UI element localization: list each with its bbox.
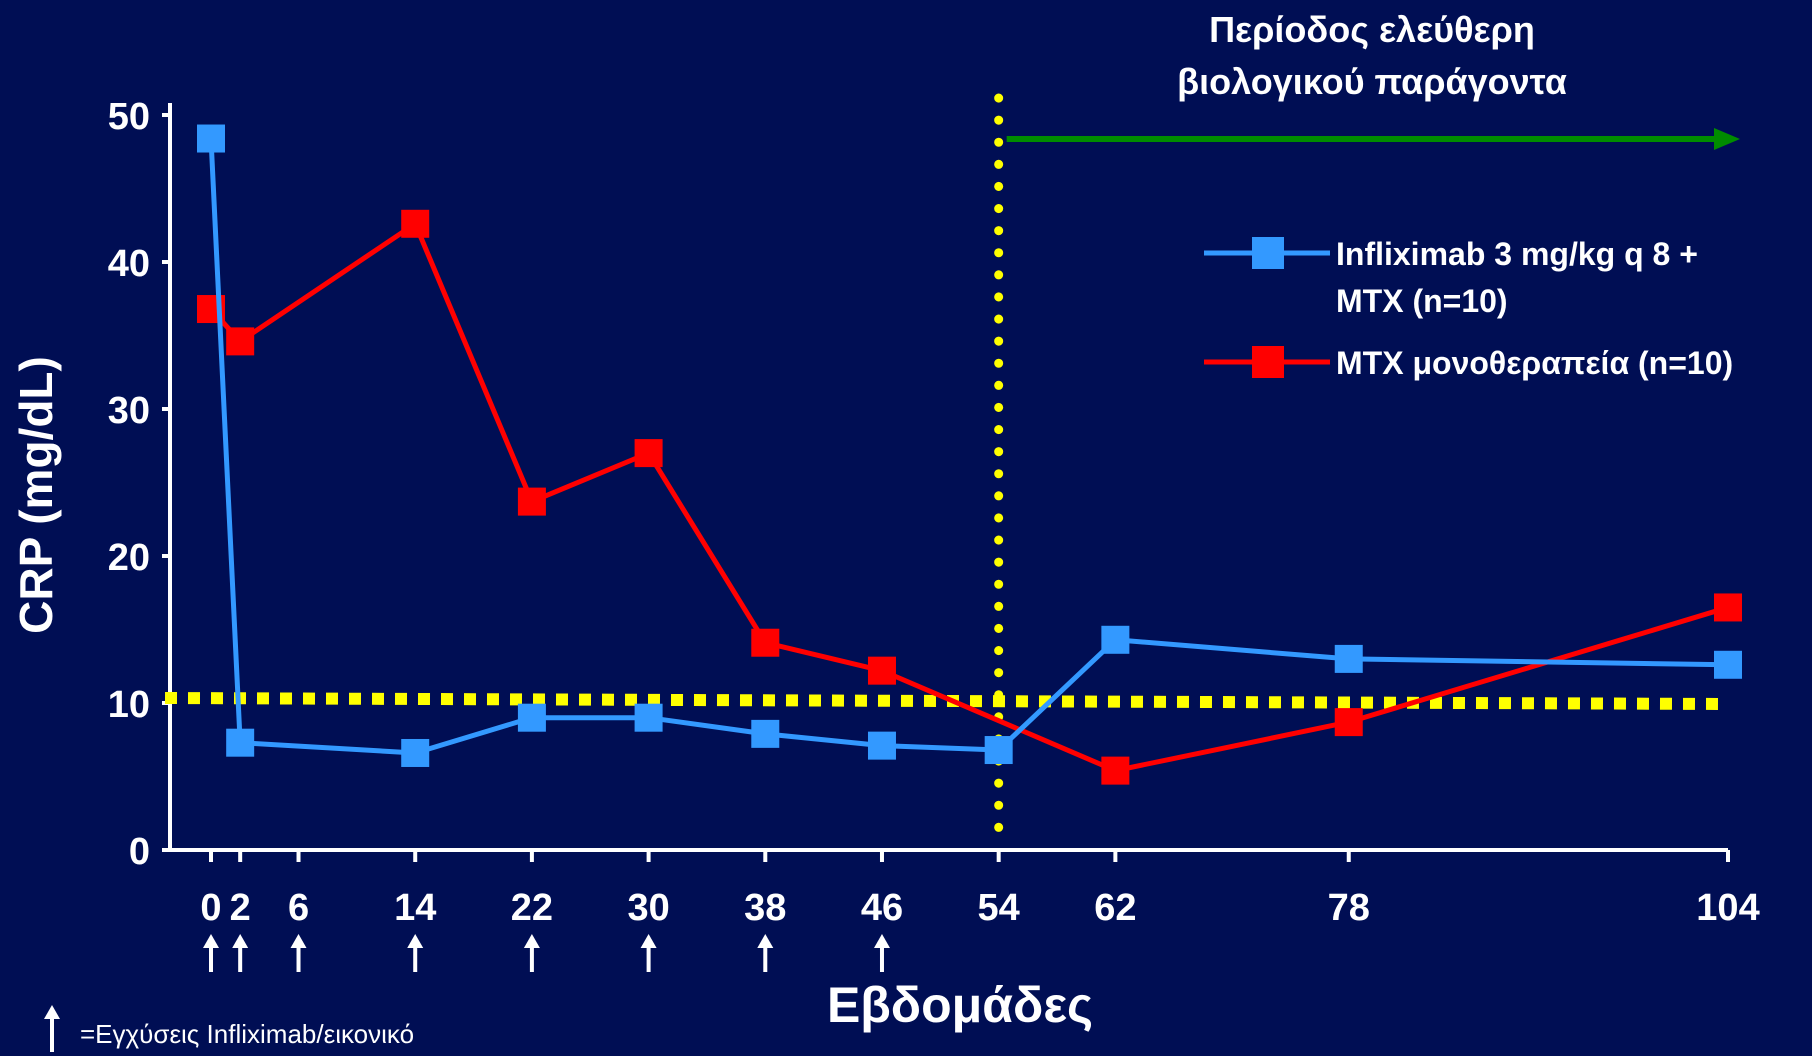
infusion-arrow-head <box>407 934 424 948</box>
data-point <box>867 656 896 685</box>
y-axis-label: CRP (mg/dL) <box>10 356 62 634</box>
data-point <box>1101 756 1130 785</box>
legend-label-line2: MTX (n=10) <box>1336 283 1508 319</box>
legend-label: MTX μονοθεραπεία (n=10) <box>1336 345 1733 381</box>
infusion-arrow-head <box>290 934 307 948</box>
data-point <box>1101 625 1130 654</box>
infusion-legend-arrow-head <box>44 1005 60 1019</box>
x-tick-label: 54 <box>978 887 1020 929</box>
x-tick-label: 62 <box>1094 887 1136 929</box>
infusion-arrow-head <box>523 934 540 948</box>
x-tick-label: 14 <box>394 887 436 929</box>
threshold-line-group <box>164 93 1729 841</box>
data-point <box>401 209 430 238</box>
x-tick-label: 78 <box>1328 887 1370 929</box>
data-point <box>197 124 225 153</box>
data-point <box>1714 650 1742 679</box>
data-point <box>634 439 663 468</box>
period-label-line2: βιολογικού παράγοντα <box>1177 61 1567 102</box>
x-tick-label: 6 <box>288 887 309 929</box>
series-group <box>197 124 1742 785</box>
infusion-arrow-head <box>203 934 219 948</box>
infusion-legend-label: =Εγχύσεις Infliximab/εικονικό <box>80 1019 414 1049</box>
legend-swatch-marker <box>1252 346 1284 378</box>
y-tick-label: 50 <box>108 96 150 138</box>
infusion-arrow-head <box>757 934 774 948</box>
x-tick-label: 46 <box>861 887 903 929</box>
data-point <box>867 731 896 760</box>
data-point <box>634 703 663 732</box>
legend: Infliximab 3 mg/kg q 8 + MTX (n=10) MTX μο… <box>1204 236 1733 381</box>
x-axis-label: Εβδομάδες <box>827 977 1093 1033</box>
data-point <box>226 327 255 356</box>
data-point <box>1714 593 1742 622</box>
legend-swatch-marker <box>1252 237 1284 269</box>
x-tick-label: 38 <box>744 887 786 929</box>
y-tick-label: 0 <box>129 831 150 873</box>
x-tick-label: 104 <box>1696 887 1759 929</box>
data-point <box>751 628 780 657</box>
y-tick-label: 20 <box>108 537 150 579</box>
y-tick-label: 10 <box>108 684 150 726</box>
infusion-arrows: =Εγχύσεις Infliximab/εικονικό <box>44 934 890 1052</box>
data-point <box>984 736 1013 765</box>
period-arrow-head <box>1714 128 1740 150</box>
x-tick-label: 0 <box>200 887 221 929</box>
data-point <box>517 703 546 732</box>
series-line <box>208 138 1729 756</box>
biologic-free-period-group: Περίοδος ελεύθερη βιολογικού παράγοντα <box>1006 9 1740 150</box>
series-line <box>209 221 1729 774</box>
infusion-arrow-head <box>232 934 249 948</box>
threshold-line <box>164 692 1729 710</box>
period-label-line1: Περίοδος ελεύθερη <box>1209 9 1535 50</box>
y-tick-label: 40 <box>108 243 150 285</box>
x-tick-label: 30 <box>627 887 669 929</box>
data-point <box>226 728 255 757</box>
data-point <box>1334 644 1363 673</box>
x-tick-label: 22 <box>511 887 553 929</box>
legend-label: Infliximab 3 mg/kg q 8 + <box>1336 236 1698 272</box>
data-point <box>517 487 546 516</box>
infusion-arrow-head <box>640 934 657 948</box>
data-point <box>1334 708 1363 737</box>
data-point <box>751 719 780 748</box>
infusion-arrow-head <box>873 934 890 948</box>
x-tick-label: 2 <box>230 887 251 929</box>
y-tick-label: 30 <box>108 390 150 432</box>
data-point <box>401 738 430 767</box>
